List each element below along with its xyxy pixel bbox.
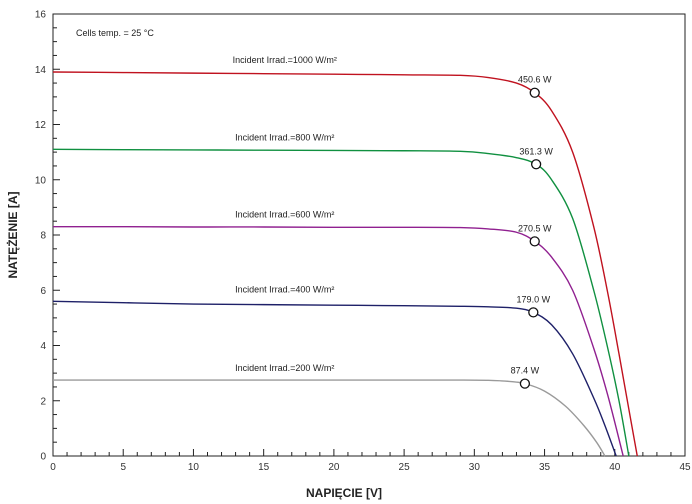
x-tick-label: 30 <box>469 462 481 473</box>
mpp-marker <box>528 307 539 318</box>
series-line <box>52 71 638 457</box>
mpp-marker <box>519 378 531 389</box>
mpp-label: 179.0 W <box>517 294 551 304</box>
x-tick-label: 35 <box>539 462 551 473</box>
plot-area: 0 5 10 15 20 25 30 35 40 45 0 2 4 6 8 10 12 14 16 Incident … <box>35 10 691 474</box>
x-tick-label: 45 <box>679 462 691 473</box>
series-line <box>52 300 617 457</box>
mpp-marker <box>529 236 540 247</box>
series-label: Incident Irrad.=600 W/m² <box>235 210 334 220</box>
mpp-marker <box>529 87 540 98</box>
y-axis-title: NATĘŻENIE [A] <box>5 191 20 278</box>
chart-annotation: Cells temp. = 25 °C <box>76 28 154 38</box>
y-tick-label: 0 <box>40 452 46 463</box>
y-tick-label: 10 <box>35 175 47 186</box>
x-tick-label: 25 <box>399 462 411 473</box>
mpp-label: 87.4 W <box>511 366 540 376</box>
mpp-label: 270.5 W <box>518 223 552 233</box>
series-label: Incident Irrad.=1000 W/m² <box>233 55 337 65</box>
mpp-marker <box>530 159 542 170</box>
y-tick-label: 2 <box>40 396 46 407</box>
x-tick-label: 10 <box>188 462 200 473</box>
x-tick-label: 5 <box>120 462 126 473</box>
series-line <box>52 148 630 457</box>
mpp-label: 450.6 W <box>518 75 552 85</box>
series-line <box>53 379 606 457</box>
series-line <box>52 225 624 457</box>
y-tick-label: 6 <box>40 286 46 297</box>
series-label: Incident Irrad.=400 W/m² <box>235 284 334 294</box>
series-label: Incident Irrad.=200 W/m² <box>235 363 334 373</box>
x-tick-label: 40 <box>609 462 621 473</box>
y-tick-label: 14 <box>35 65 47 76</box>
x-tick-label: 15 <box>258 462 270 473</box>
series-label: Incident Irrad.=800 W/m² <box>235 132 334 142</box>
y-tick-label: 4 <box>40 341 46 352</box>
x-axis-title: NAPIĘCIE [V] <box>306 486 382 500</box>
mpp-label: 361.3 W <box>519 146 553 156</box>
y-tick-label: 8 <box>40 231 46 242</box>
y-tick-label: 16 <box>35 10 47 21</box>
x-tick-label: 20 <box>328 462 340 473</box>
x-tick-label: 0 <box>50 462 56 473</box>
y-tick-label: 12 <box>35 120 47 131</box>
